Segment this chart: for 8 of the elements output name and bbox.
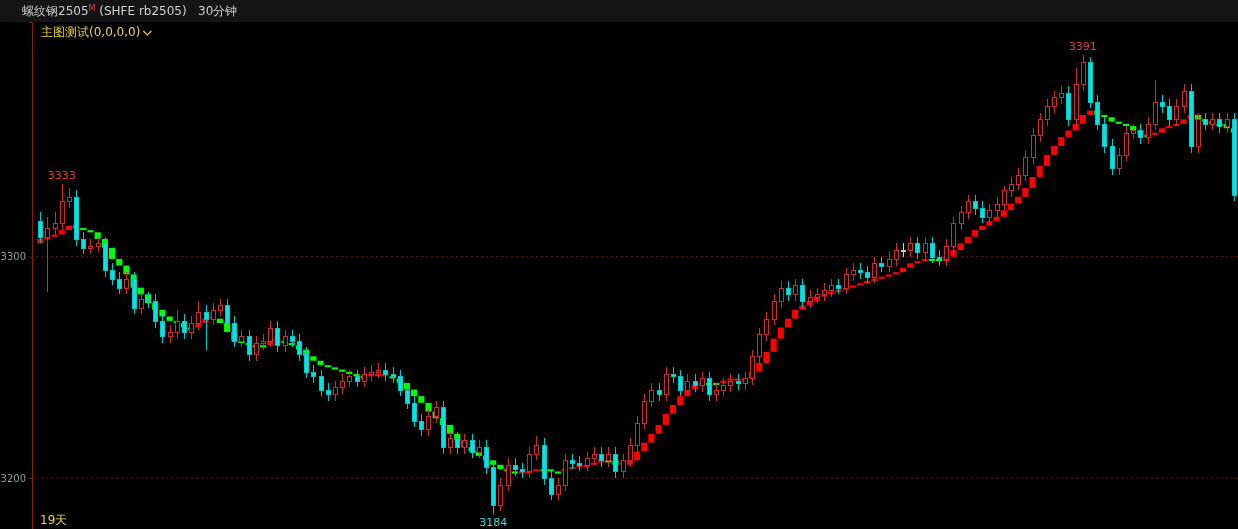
y-tick-label: 3300 xyxy=(0,251,26,263)
annotation: 19天 xyxy=(40,513,68,527)
annotation: 3391 xyxy=(1068,40,1097,54)
y-tick-label: 3200 xyxy=(0,472,26,484)
annotation: 3184 xyxy=(479,515,508,529)
chart-subtitle: 主图测试(0,0,0,0) xyxy=(41,25,141,39)
chart-title: 螺纹钢2505$^{M}$ (SHFE rb2505) 30分钟 xyxy=(22,3,238,18)
annotation: 3333 xyxy=(47,168,76,182)
